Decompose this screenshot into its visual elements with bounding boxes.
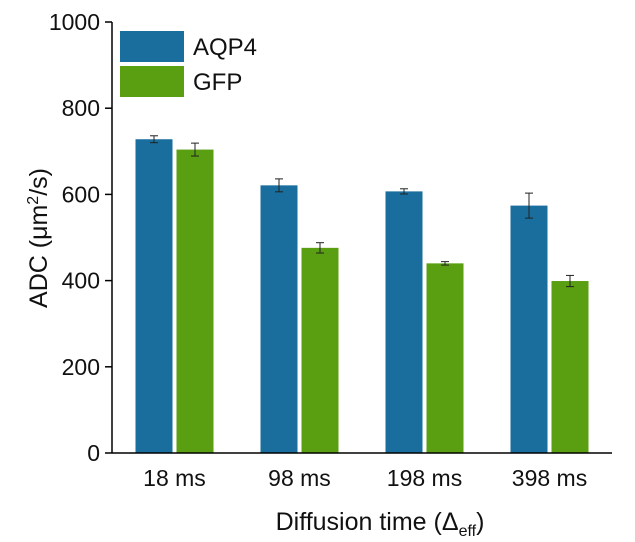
legend-swatch-gfp <box>120 66 184 97</box>
y-tick-label: 800 <box>62 95 100 121</box>
bar-aqp4-3 <box>385 191 423 453</box>
error-bars <box>150 135 574 288</box>
x-tick-label: 98 ms <box>268 465 331 491</box>
bar-aqp4-4 <box>510 205 548 453</box>
bars <box>135 139 589 454</box>
x-tick-label: 18 ms <box>143 465 206 491</box>
bar-gfp-2 <box>301 247 339 453</box>
bar-aqp4-1 <box>135 139 173 453</box>
bar-aqp4-2 <box>260 185 298 453</box>
x-axis-ticks: 18 ms 98 ms 198 ms 398 ms <box>143 465 587 491</box>
y-tick-label: 600 <box>62 181 100 207</box>
legend-label-gfp: GFP <box>193 69 242 96</box>
y-axis-ticks: 0 200 400 600 800 1000 <box>49 9 112 466</box>
x-tick-label: 398 ms <box>512 465 587 491</box>
legend-label-aqp4: AQP4 <box>193 34 257 61</box>
x-tick-label: 198 ms <box>387 465 462 491</box>
bar-gfp-4 <box>551 281 589 453</box>
y-tick-label: 0 <box>87 440 100 466</box>
bar-gfp-3 <box>426 263 464 453</box>
y-tick-label: 200 <box>62 354 100 380</box>
legend-swatch-aqp4 <box>120 31 184 62</box>
y-tick-label: 400 <box>62 268 100 294</box>
x-axis-label: Diffusion time (Δeff) <box>276 508 485 540</box>
bar-gfp-1 <box>176 149 214 454</box>
legend: AQP4 GFP <box>120 31 257 97</box>
y-axis-label: ADC (μm2/s) <box>25 168 53 308</box>
y-tick-label: 1000 <box>49 9 100 35</box>
